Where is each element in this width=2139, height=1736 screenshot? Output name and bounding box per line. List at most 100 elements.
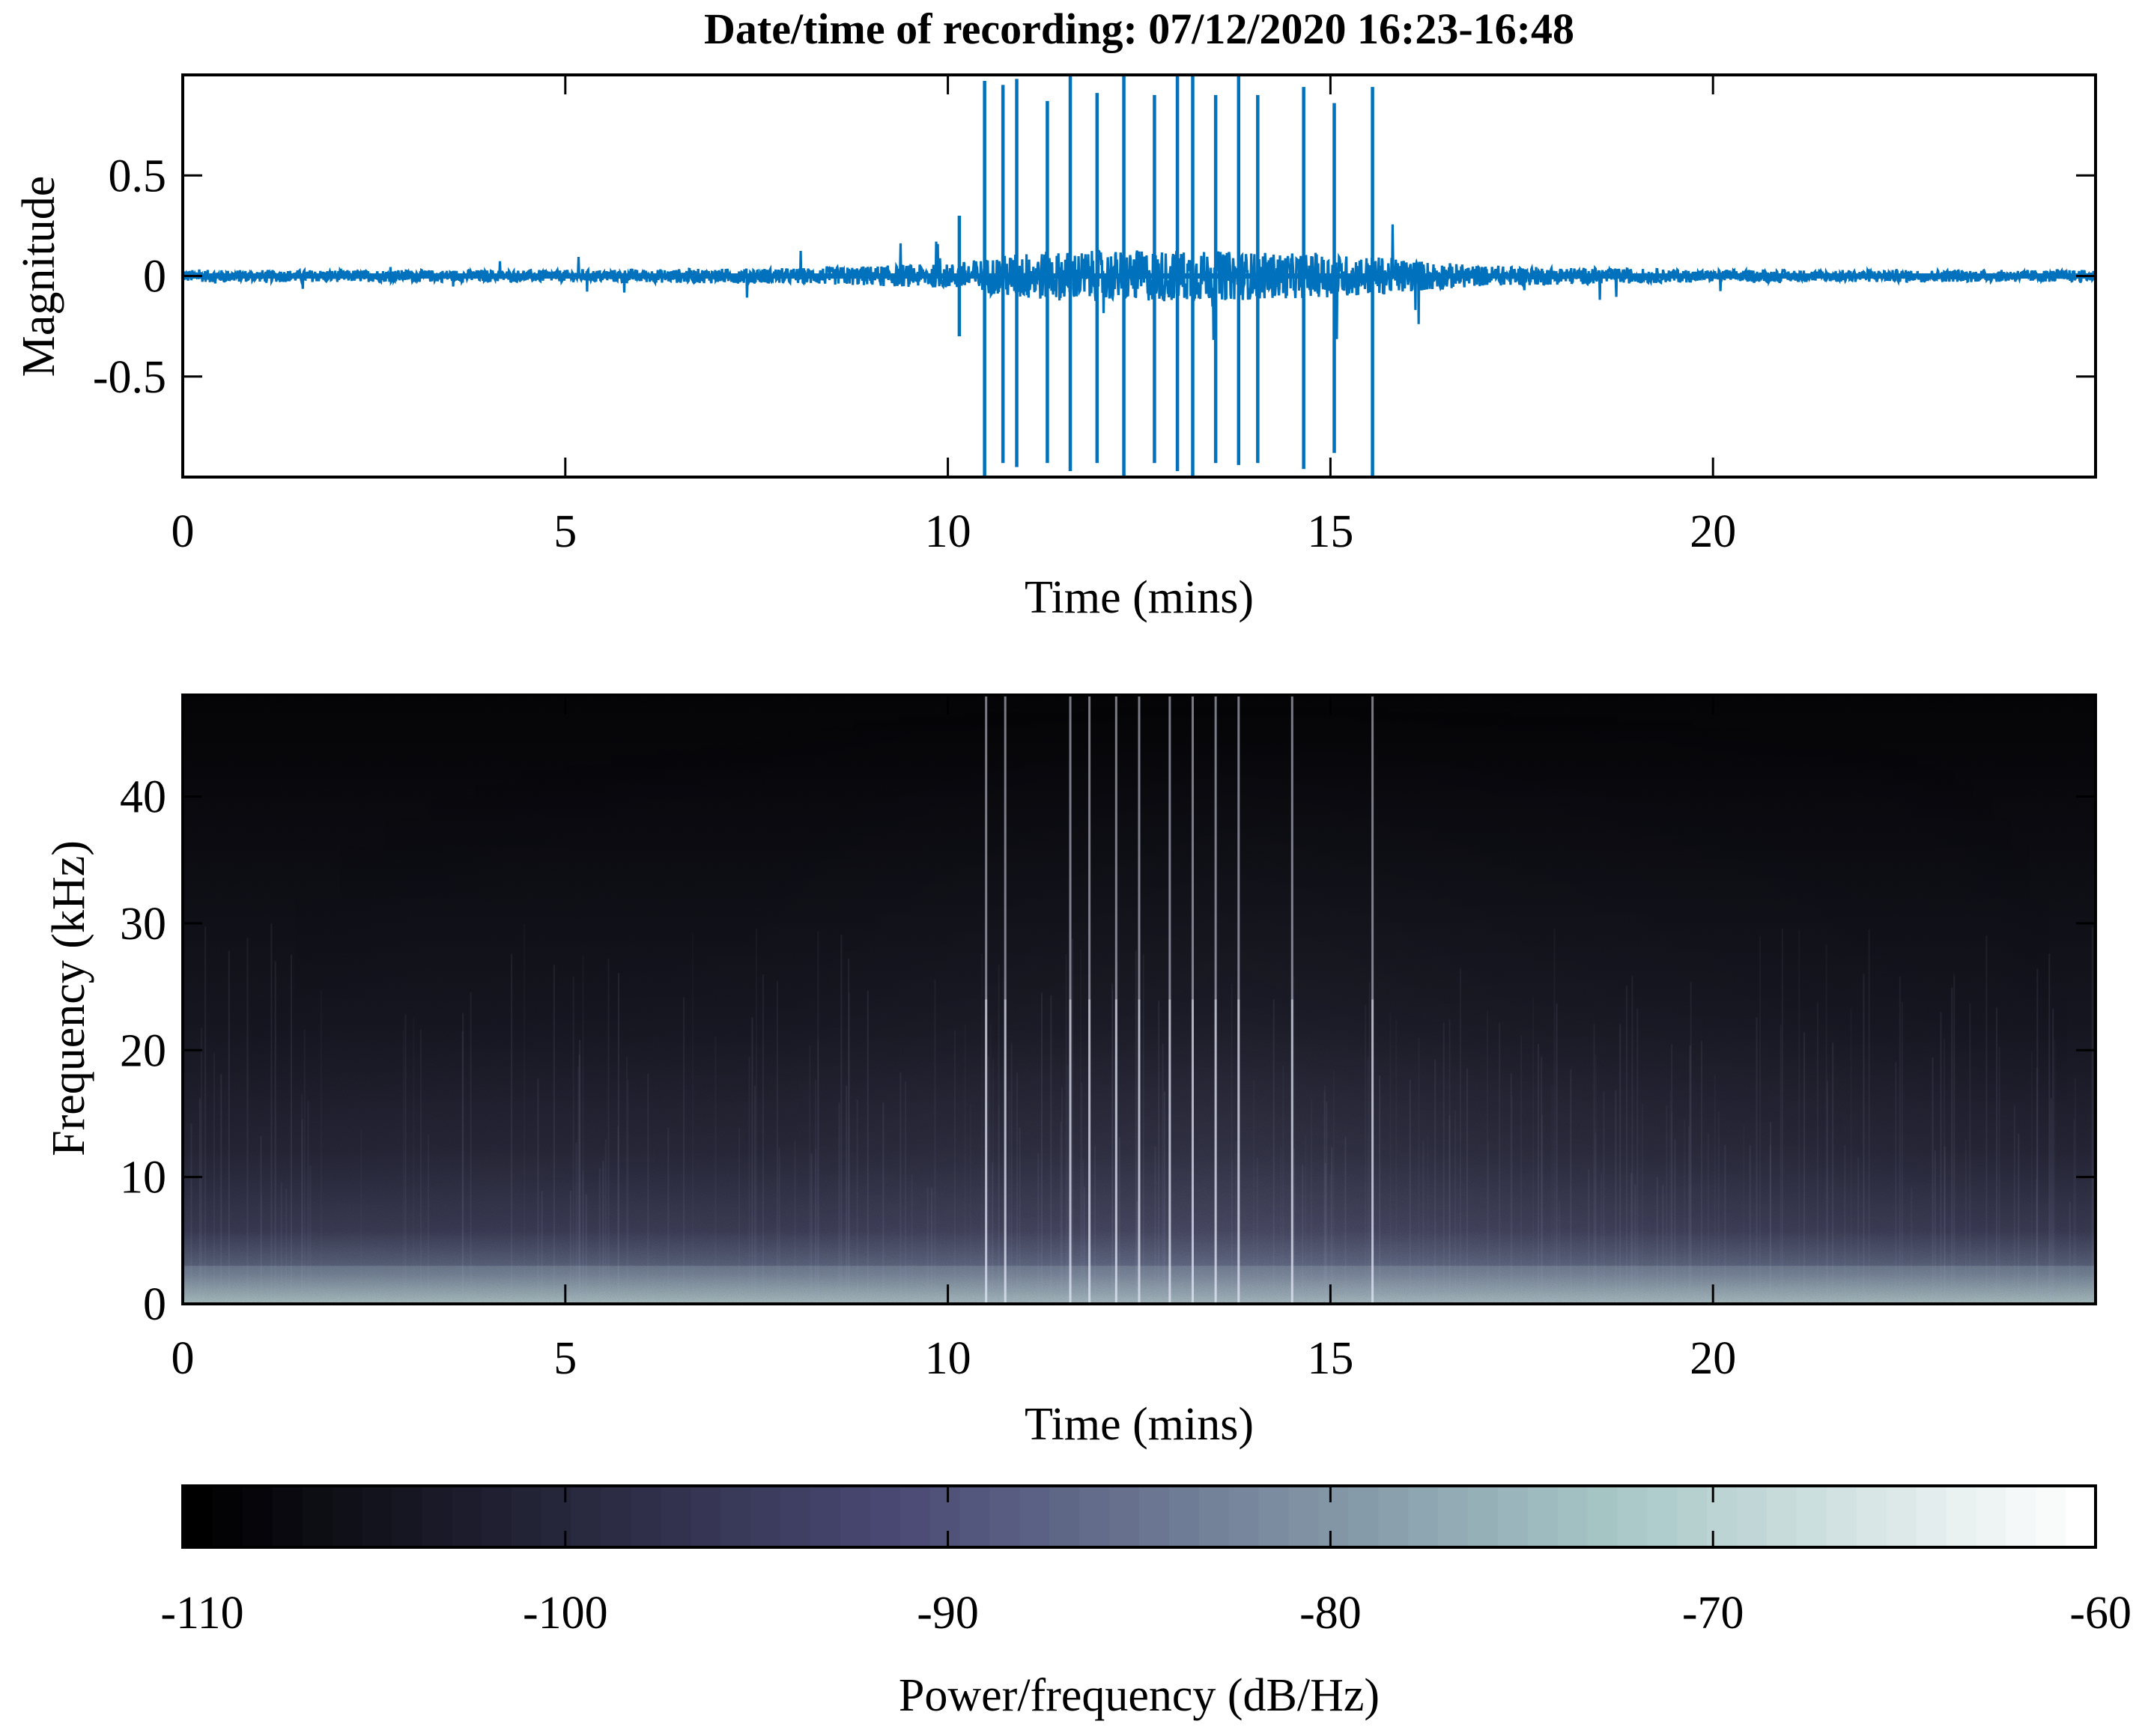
colorbar-bin — [512, 1486, 542, 1547]
waveform-x-axis-label: Time (mins) — [1025, 572, 1254, 623]
colorbar-tick-label: -70 — [1682, 1588, 1744, 1639]
colorbar-bin — [899, 1486, 931, 1547]
colorbar-bin — [1318, 1486, 1350, 1547]
colorbar-bin — [691, 1486, 722, 1547]
colorbar-bin — [1168, 1486, 1200, 1547]
colorbar-bin — [870, 1486, 901, 1547]
waveform-x-tick-label: 10 — [925, 506, 971, 557]
colorbar-bin — [929, 1486, 961, 1547]
waveform-trace — [183, 75, 2096, 477]
waveform-noise-line — [183, 224, 2096, 340]
colorbar-bin — [392, 1486, 422, 1547]
colorbar-bin — [840, 1486, 871, 1547]
colorbar-tick-label: -100 — [523, 1588, 608, 1639]
colorbar-bin — [183, 1486, 213, 1547]
colorbar-bin — [1946, 1486, 1977, 1547]
spectrogram-y-axis-label: Frequency (kHz) — [43, 840, 94, 1156]
waveform-x-ticks: 0 5 10 15 20 — [172, 75, 1736, 557]
spectrogram-y-tick-label: 0 — [143, 1279, 166, 1330]
colorbar-tick-label: -90 — [917, 1588, 979, 1639]
colorbar-gradient — [183, 1486, 2096, 1547]
colorbar-bin — [1737, 1486, 1768, 1547]
colorbar-bin — [2036, 1486, 2066, 1547]
spectrogram-events — [985, 695, 1374, 1304]
colorbar-bin — [1976, 1486, 2007, 1547]
colorbar-bin — [1707, 1486, 1738, 1547]
colorbar: -110 -100 -90 -80 -70 -60 Power/frequency (dB… — [160, 1484, 2132, 1721]
colorbar-bin — [989, 1486, 1021, 1547]
colorbar-bin — [2006, 1486, 2036, 1547]
spectrogram-x-tick-label: 5 — [553, 1333, 577, 1384]
colorbar-bin — [242, 1486, 273, 1547]
colorbar-bin — [1408, 1486, 1439, 1547]
colorbar-bin — [1258, 1486, 1290, 1547]
spectrogram-streaks — [183, 923, 2096, 1304]
colorbar-label: Power/frequency (dB/Hz) — [899, 1670, 1380, 1721]
colorbar-bin — [1677, 1486, 1708, 1547]
waveform-y-tick-label: 0.5 — [109, 151, 167, 201]
colorbar-bin — [1647, 1486, 1678, 1547]
spectrogram-x-tick-label: 0 — [172, 1333, 195, 1384]
waveform-y-ticks: -0.5 0 0.5 — [93, 151, 2096, 403]
colorbar-bin — [1826, 1486, 1857, 1547]
spectrogram-x-tick-label: 10 — [925, 1333, 971, 1384]
spectrogram-axes-box — [181, 694, 2097, 1305]
colorbar-bin — [1288, 1486, 1320, 1547]
waveform-x-tick-label: 0 — [172, 506, 195, 557]
colorbar-bin — [1109, 1486, 1140, 1547]
colorbar-tick-label: -110 — [160, 1588, 243, 1639]
colorbar-bin — [1587, 1486, 1618, 1547]
spectrogram-y-tick-label: 30 — [120, 899, 166, 950]
colorbar-bin — [212, 1486, 243, 1547]
spectrogram-y-tick-label: 40 — [120, 772, 166, 823]
colorbar-bin — [571, 1486, 602, 1547]
colorbar-bin — [1438, 1486, 1469, 1547]
waveform-x-tick-label: 20 — [1690, 506, 1736, 557]
colorbar-bin — [959, 1486, 991, 1547]
colorbar-bin — [2066, 1486, 2096, 1547]
colorbar-bin — [780, 1486, 811, 1547]
spectrogram-image — [183, 695, 2096, 1304]
waveform-x-tick-label: 15 — [1307, 506, 1353, 557]
spectrogram-y-ticks: 0 10 20 30 40 — [120, 772, 2096, 1330]
colorbar-bin — [452, 1486, 482, 1547]
colorbar-bin — [1019, 1486, 1051, 1547]
waveform-y-tick-label: -0.5 — [93, 352, 166, 403]
colorbar-bin — [810, 1486, 841, 1547]
figure-title: Date/time of recording: 07/12/2020 16:23… — [704, 4, 1574, 53]
colorbar-bin — [1139, 1486, 1170, 1547]
spectrogram-x-tick-label: 15 — [1307, 1333, 1353, 1384]
colorbar-bin — [661, 1486, 692, 1547]
colorbar-bin — [601, 1486, 632, 1547]
colorbar-bin — [750, 1486, 781, 1547]
colorbar-bin — [482, 1486, 512, 1547]
colorbar-bin — [362, 1486, 393, 1547]
colorbar-bin — [1378, 1486, 1409, 1547]
colorbar-bin — [272, 1486, 303, 1547]
colorbar-ticks: -110 -100 -90 -80 -70 -60 — [160, 1486, 2132, 1639]
spectrogram-y-tick-label: 20 — [120, 1025, 166, 1076]
colorbar-bin — [1348, 1486, 1379, 1547]
colorbar-box — [181, 1484, 2097, 1549]
colorbar-bin — [1468, 1486, 1499, 1547]
colorbar-bin — [302, 1486, 333, 1547]
spectrogram-x-tick-label: 20 — [1690, 1333, 1736, 1384]
colorbar-bin — [1497, 1486, 1529, 1547]
waveform-y-axis-label: Magnitude — [13, 176, 64, 377]
colorbar-bin — [422, 1486, 452, 1547]
spectrogram-x-ticks: 0 5 10 15 20 — [172, 695, 1736, 1384]
spectrogram-plot: 0 5 10 15 20 0 10 20 30 40 Time (mins) Frequency… — [43, 694, 2097, 1450]
colorbar-bin — [1796, 1486, 1827, 1547]
colorbar-tick-label: -60 — [2069, 1588, 2132, 1639]
colorbar-tick-label: -80 — [1299, 1588, 1362, 1639]
colorbar-bin — [541, 1486, 572, 1547]
colorbar-bin — [1527, 1486, 1559, 1547]
colorbar-bin — [1856, 1486, 1887, 1547]
colorbar-bin — [332, 1486, 363, 1547]
colorbar-bin — [1049, 1486, 1080, 1547]
colorbar-bin — [1916, 1486, 1947, 1547]
waveform-x-tick-label: 5 — [553, 506, 577, 557]
colorbar-bin — [1886, 1486, 1917, 1547]
colorbar-bin — [1767, 1486, 1797, 1547]
